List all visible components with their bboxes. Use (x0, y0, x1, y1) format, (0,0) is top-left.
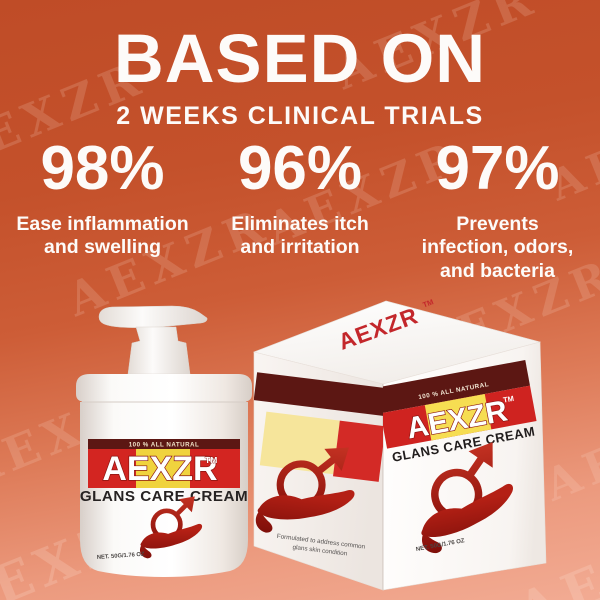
box-top-tm-text: TM (421, 297, 434, 309)
bottle-name-text: GLANS CARE CREAM (80, 488, 248, 505)
stat-label-line: infection, odors, (421, 236, 574, 259)
stat-label-line: and swelling (43, 236, 162, 259)
box-side-red-block (333, 420, 383, 482)
bottle-label: 100 % ALL NATURAL AEXZR TM GLANS CARE CR… (80, 439, 248, 561)
stat-96: 96% Eliminates itch and irritation (205, 138, 395, 283)
product-box: AEXZR TM Formulated to address common gl… (253, 297, 547, 591)
box-front-maroon-stripe (383, 360, 530, 414)
box-side-maroon-stripe (254, 372, 383, 417)
stat-value: 98% (40, 134, 165, 203)
bottle-natural-text: 100 % ALL NATURAL (129, 442, 200, 449)
bottle-tm-text: TM (205, 455, 217, 465)
header: BASED ON 2 WEEKS CLINICAL TRIALS (0, 24, 600, 131)
stat-label: Prevents infection, odors, and bacteria (395, 213, 600, 283)
stats-row: 98% Ease inflammation and swelling 96% E… (0, 138, 600, 283)
product-bottle: 100 % ALL NATURAL AEXZR TM GLANS CARE CR… (76, 305, 252, 577)
box-front-yellow-center (424, 393, 492, 441)
box-front-tm-text: TM (502, 394, 514, 405)
stat-label-line: Eliminates itch (231, 213, 369, 235)
bottle-net-text: NET. 50G/1.76 OZ (97, 552, 145, 561)
product-shot: AEXZR TM Formulated to address common gl… (76, 297, 547, 591)
stat-label-line: and irritation (240, 236, 360, 259)
headline-subtitle: 2 WEEKS CLINICAL TRIALS (116, 102, 484, 130)
stat-value: 97% (435, 134, 560, 203)
stat-label: Ease inflammation and swelling (0, 213, 205, 260)
stat-97: 97% Prevents infection, odors, and bacte… (395, 138, 600, 283)
bottle-natural-bar (88, 439, 240, 449)
stat-label-line: Prevents (456, 213, 539, 235)
bottle-pump (98, 305, 208, 375)
stat-label: Eliminates itch and irritation (205, 213, 395, 260)
stat-value: 96% (237, 134, 363, 203)
headline-title: BASED ON (113, 20, 487, 97)
bottle-brand-text: AEXZR (102, 450, 217, 488)
stat-98: 98% Ease inflammation and swelling (0, 138, 205, 283)
bottle-yellow-center (136, 449, 190, 488)
stat-label-line: and bacteria (440, 259, 555, 282)
stat-label-line: Ease inflammation (16, 213, 189, 235)
box-side-yellow-block (259, 411, 340, 475)
